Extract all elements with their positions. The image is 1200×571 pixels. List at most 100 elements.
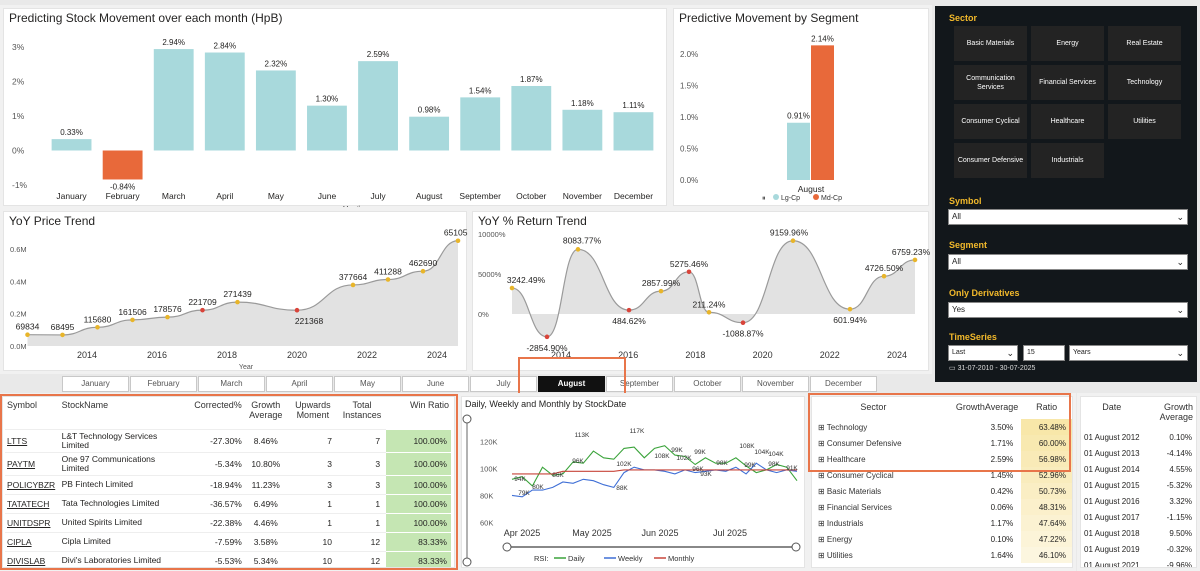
y-tick-label: 5000% (478, 270, 502, 279)
segment-dropdown[interactable]: All ⌄ (948, 254, 1188, 270)
date-row[interactable]: 01 August 2017 -1.15% (1081, 509, 1196, 525)
sector-button-communication-services[interactable]: Communication Services (954, 65, 1027, 100)
sector-row[interactable]: ⊞ Technology 3.50% 63.48% (814, 419, 1072, 435)
sector-button-technology[interactable]: Technology (1108, 65, 1181, 100)
win-header-3[interactable]: Growth Average (249, 400, 283, 420)
sector-row[interactable]: ⊞ Basic Materials 0.42% 50.73% (814, 483, 1072, 499)
sector-name[interactable]: ⊞ Energy (818, 534, 853, 544)
sector-button-industrials[interactable]: Industrials (1031, 143, 1104, 178)
sector-row[interactable]: ⊞ Utilities 1.64% 46.10% (814, 547, 1072, 563)
timeseries-mode-dropdown[interactable]: Last ⌄ (948, 345, 1018, 361)
symbol-link[interactable]: UNITDSPR (5, 512, 60, 532)
x-tick-label: February (106, 191, 141, 201)
win-header-2[interactable]: Corrected% (194, 400, 242, 410)
date-row[interactable]: 01 August 2016 3.32% (1081, 493, 1196, 509)
win-ratio-value: 100.00% (386, 451, 451, 475)
timeseries-number-input[interactable]: 15 (1023, 345, 1065, 361)
date-row[interactable]: 01 August 2019 -0.32% (1081, 541, 1196, 557)
date-header-1[interactable]: Growth Average (1159, 402, 1193, 422)
sector-row[interactable]: ⊞ Healthcare 2.59% 56.98% (814, 451, 1072, 467)
date-header-0[interactable]: Date (1102, 402, 1122, 412)
sector-header-2[interactable]: Ratio (1036, 402, 1058, 412)
symbol-link[interactable]: POLICYBZR (5, 474, 60, 494)
monthly-chart-title: Predicting Stock Movement over each mont… (9, 11, 283, 25)
sector-name[interactable]: ⊞ Healthcare (818, 454, 866, 464)
month-button-march[interactable]: March (198, 376, 265, 392)
month-button-february[interactable]: February (130, 376, 197, 392)
win-header-0[interactable]: Symbol (7, 400, 38, 410)
sector-button-financial-services[interactable]: Financial Services (1031, 65, 1104, 100)
month-button-january[interactable]: January (62, 376, 129, 392)
x-tick-label: 2020 (753, 350, 773, 360)
sector-header-0[interactable]: Sector (860, 402, 887, 412)
derivatives-dropdown[interactable]: Yes ⌄ (948, 302, 1188, 318)
win-header-1[interactable]: StockName (61, 400, 109, 410)
sector-name[interactable]: ⊞ Consumer Defensive (818, 438, 902, 448)
legend-title: RSI: (534, 554, 549, 563)
sector-growth: 2.59% (990, 454, 1014, 464)
month-button-november[interactable]: November (742, 376, 809, 392)
sector-row[interactable]: ⊞ Financial Services 0.06% 48.31% (814, 499, 1072, 515)
win-row[interactable]: UNITDSPR United Spirits Limited -22.38% 4.4… (5, 512, 451, 532)
sector-button-real-estate[interactable]: Real Estate (1108, 26, 1181, 61)
win-header-6[interactable]: Win Ratio (409, 400, 449, 410)
win-row[interactable]: DIVISLAB Divi's Laboratories Limited -5.53… (5, 550, 451, 567)
symbol-link[interactable]: CIPLA (5, 531, 60, 551)
timeseries-unit-dropdown[interactable]: Years ⌄ (1069, 345, 1188, 361)
symbol-link[interactable]: PAYTM (5, 451, 60, 475)
month-button-june[interactable]: June (402, 376, 469, 392)
symbol-link[interactable]: LTTS (5, 428, 60, 452)
monthly-bar-chart[interactable]: 3% 2% 1% 0% -1% 0.33% January -0.84%February 2.9… (4, 9, 668, 207)
sector-name[interactable]: ⊞ Financial Services (818, 502, 892, 512)
sector-name[interactable]: ⊞ Basic Materials (818, 486, 882, 496)
month-button-september[interactable]: September (606, 376, 673, 392)
win-row[interactable]: PAYTM One 97 Communications Limited -5.34%… (5, 451, 451, 475)
sector-name[interactable]: ⊞ Industrials (818, 518, 864, 528)
win-row[interactable]: CIPLA Cipla Limited -7.59% 3.58% 10 12 83.33% (5, 531, 451, 551)
month-button-may[interactable]: May (334, 376, 401, 392)
sector-button-energy[interactable]: Energy (1031, 26, 1104, 61)
trend-point (385, 277, 391, 282)
sector-name[interactable]: ⊞ Utilities (818, 550, 853, 560)
date-row[interactable]: 01 August 2012 0.10% (1081, 429, 1196, 445)
win-row[interactable]: TATATECH Tata Technologies Limited -36.57%… (5, 493, 451, 513)
return-trend-chart[interactable]: 10000% 5000% 0% 2014 2016 2018 2020 2022 2024 324… (473, 212, 930, 372)
win-row[interactable]: LTTS L&T Technology Services Limited -27.3… (5, 428, 451, 452)
date-row[interactable]: 01 August 2015 -5.32% (1081, 477, 1196, 493)
sector-header-1[interactable]: GrowthAverage (955, 402, 1019, 412)
month-button-december[interactable]: December (810, 376, 877, 392)
sector-name[interactable]: ⊞ Consumer Cyclical (818, 470, 894, 480)
date-row[interactable]: 01 August 2021 -9.96% (1081, 557, 1196, 568)
date-row[interactable]: 01 August 2014 4.55% (1081, 461, 1196, 477)
timeseries-unit-value: Years (1073, 349, 1091, 356)
symbol-dropdown[interactable]: All ⌄ (948, 209, 1188, 225)
segment-bar-chart[interactable]: 2.0% 1.5% 1.0% 0.5% 0.0% 0.91% 2.14% August ⏸ Lg-… (674, 9, 930, 207)
sector-row[interactable]: ⊞ Industrials 1.17% 47.64% (814, 515, 1072, 531)
month-button-july[interactable]: July (470, 376, 537, 392)
sector-button-consumer-defensive[interactable]: Consumer Defensive (954, 143, 1027, 178)
month-button-august[interactable]: August (538, 376, 605, 392)
y-tick-label: 80K (480, 491, 493, 500)
sector-button-healthcare[interactable]: Healthcare (1031, 104, 1104, 139)
sector-button-basic-materials[interactable]: Basic Materials (954, 26, 1027, 61)
daily-weekly-monthly-chart[interactable]: Daily, Weekly and Monthly by StockDate 12… (462, 397, 806, 569)
sector-button-consumer-cyclical[interactable]: Consumer Cyclical (954, 104, 1027, 139)
date-row[interactable]: 01 August 2018 9.50% (1081, 525, 1196, 541)
win-header-4[interactable]: Upwards Moment (295, 400, 331, 420)
month-button-october[interactable]: October (674, 376, 741, 392)
y-tick-label: 2% (12, 77, 25, 87)
win-row[interactable]: POLICYBZR PB Fintech Limited -18.94% 11.23%… (5, 474, 451, 494)
sector-filter-label: Sector (949, 13, 978, 23)
symbol-link[interactable]: TATATECH (5, 493, 60, 513)
price-trend-chart[interactable]: 0.6M 0.4M 0.2M 0.0M 2014 2016 2018 2020 2022 2024… (4, 212, 468, 372)
symbol-link[interactable]: DIVISLAB (5, 550, 60, 567)
sector-row[interactable]: ⊞ Consumer Cyclical 1.45% 52.96% (814, 467, 1072, 483)
point-label: 221709 (188, 297, 217, 307)
win-header-5[interactable]: Total Instances (342, 400, 382, 420)
date-row[interactable]: 01 August 2013 -4.14% (1081, 445, 1196, 461)
sector-button-utilities[interactable]: Utilities (1108, 104, 1181, 139)
sector-name[interactable]: ⊞ Technology (818, 422, 868, 432)
sector-row[interactable]: ⊞ Consumer Defensive 1.71% 60.00% (814, 435, 1072, 451)
month-button-april[interactable]: April (266, 376, 333, 392)
sector-row[interactable]: ⊞ Energy 0.10% 47.22% (814, 531, 1072, 547)
